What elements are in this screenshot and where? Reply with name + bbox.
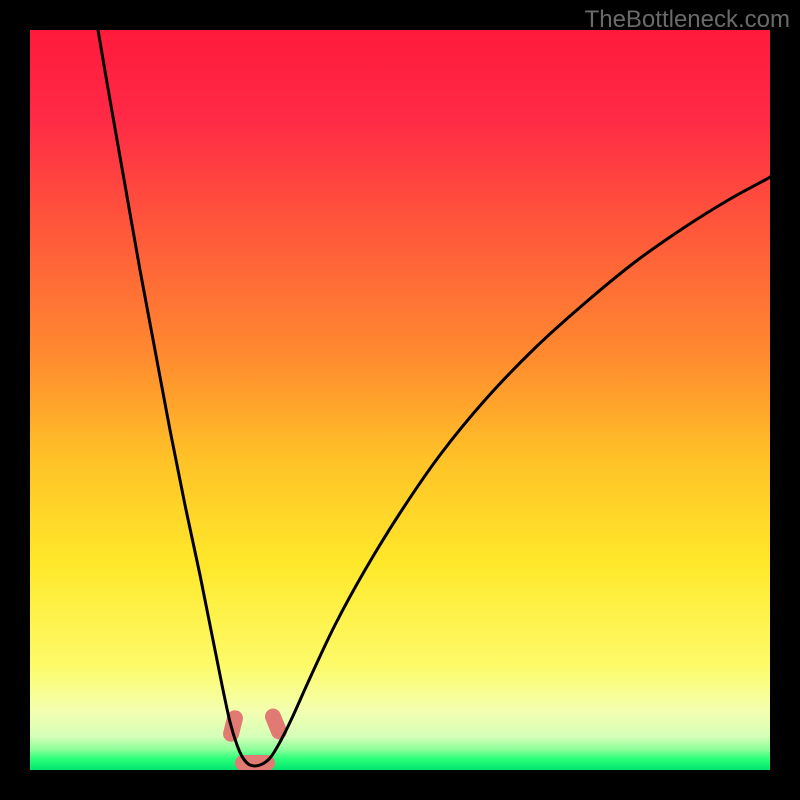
bottleneck-chart-svg <box>0 0 800 800</box>
watermark-text: TheBottleneck.com <box>585 6 790 34</box>
chart-container: TheBottleneck.com <box>0 0 800 800</box>
plot-background-gradient <box>30 30 770 770</box>
